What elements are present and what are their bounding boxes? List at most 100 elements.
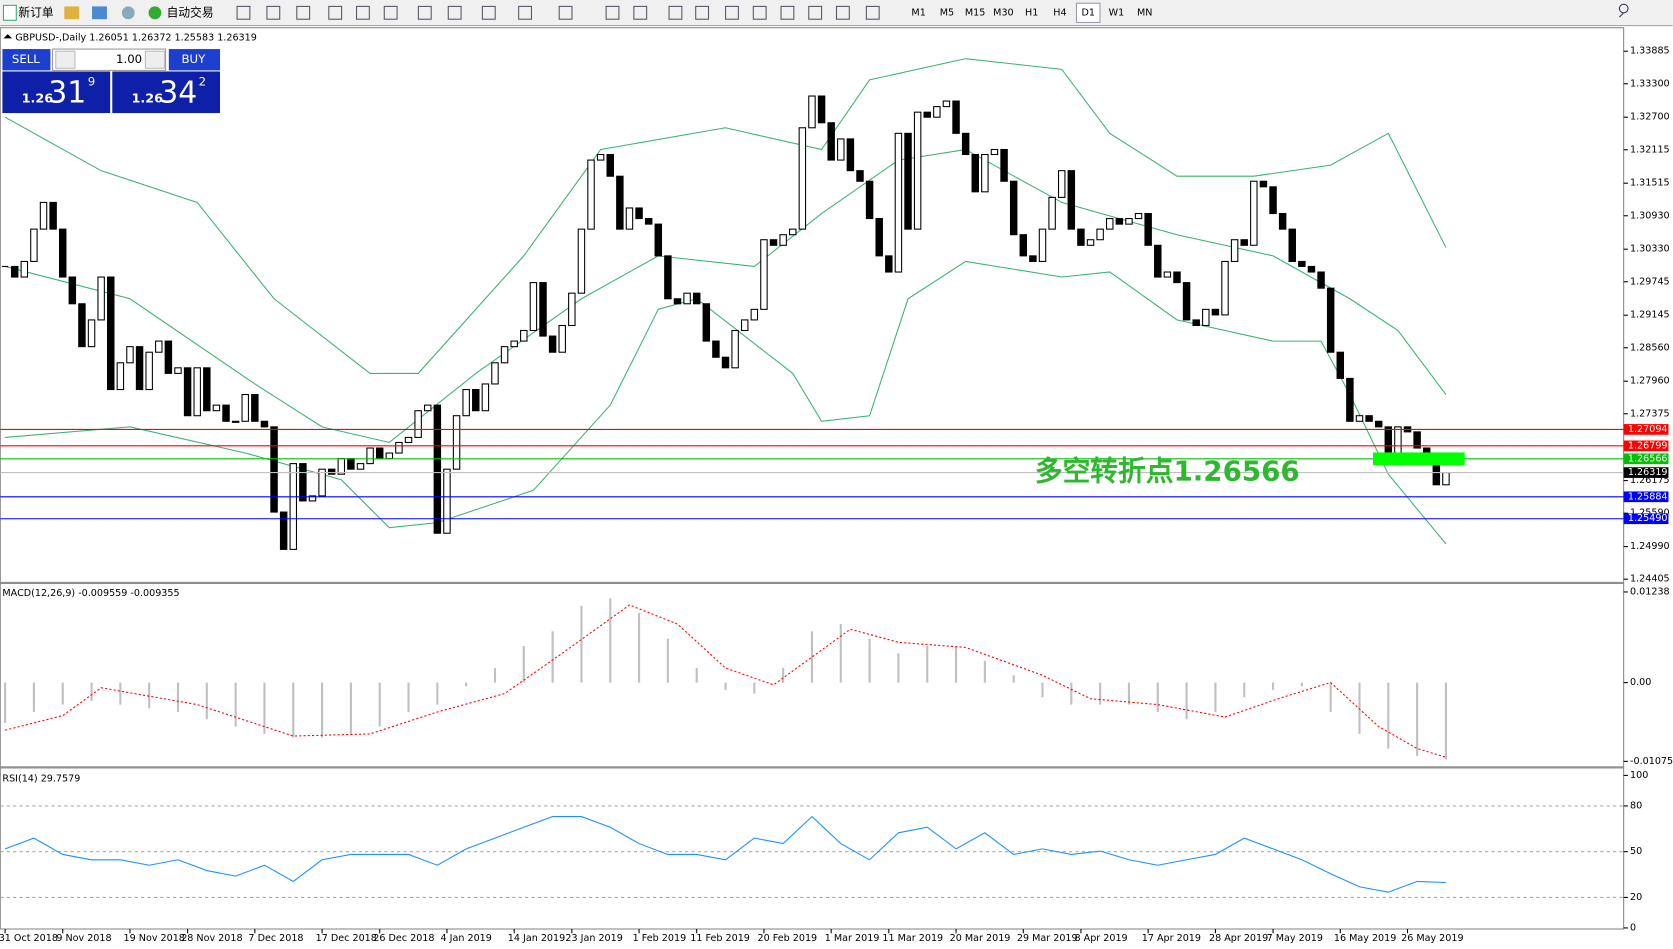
candle — [1096, 228, 1104, 241]
timeframe-button[interactable]: M30 — [993, 7, 1013, 18]
candle — [779, 234, 787, 246]
tool-button[interactable] — [558, 5, 573, 20]
tool-button[interactable] — [865, 5, 880, 20]
y-tick-label: 1.27375 — [1630, 408, 1670, 419]
tool-button[interactable] — [481, 5, 496, 20]
icon[interactable] — [121, 6, 135, 20]
y-tick-label: 1.33300 — [1630, 78, 1670, 89]
x-tick-label: 17 Dec 2018 — [316, 933, 377, 944]
lots-up[interactable] — [144, 50, 166, 69]
y-tick-label: 0.00 — [1630, 677, 1651, 688]
candle — [87, 319, 96, 348]
x-tick-label: 28 Apr 2019 — [1209, 933, 1268, 944]
sell-button[interactable]: SELL — [12, 52, 40, 66]
tool-button[interactable] — [633, 5, 648, 20]
icon[interactable] — [64, 6, 80, 20]
timeframe-button[interactable]: M1 — [911, 7, 925, 18]
x-tick-label: 4 Jan 2019 — [441, 933, 492, 944]
tool-button[interactable] — [752, 5, 767, 20]
candle — [990, 148, 999, 156]
candle — [1442, 472, 1450, 486]
timeframe-button[interactable]: D1 — [1081, 7, 1094, 18]
ask-fraction: 2 — [199, 75, 206, 89]
lots-value[interactable]: 1.00 — [116, 52, 142, 66]
candle — [1355, 415, 1364, 422]
lots-input[interactable] — [52, 48, 167, 71]
tool-button[interactable] — [236, 5, 251, 20]
lots-down[interactable] — [55, 50, 76, 69]
tool-button[interactable] — [356, 5, 370, 20]
candle — [1374, 420, 1383, 428]
candle — [856, 170, 864, 182]
tool-button[interactable] — [383, 5, 398, 20]
candle — [933, 106, 941, 118]
tool-button[interactable] — [296, 5, 311, 20]
candle — [375, 447, 384, 460]
candle — [837, 138, 845, 161]
timeframe-button[interactable]: MN — [1137, 7, 1152, 18]
candle — [1038, 228, 1047, 262]
bollinger-band — [4, 58, 1447, 374]
timeframe-button[interactable]: H1 — [1025, 7, 1038, 18]
candle — [760, 239, 768, 310]
tool-button[interactable] — [695, 5, 710, 20]
new-order-icon[interactable] — [2, 4, 17, 21]
x-tick-label: 1 Mar 2019 — [825, 933, 880, 944]
timeframe-button[interactable]: M5 — [940, 7, 954, 18]
timeframe-button[interactable]: W1 — [1109, 7, 1125, 18]
candle — [1259, 180, 1268, 188]
candle — [39, 201, 48, 230]
candle — [827, 122, 835, 161]
candle — [606, 153, 614, 177]
header-title: GBPUSD-,Daily — [15, 32, 86, 43]
collapse-icon[interactable] — [3, 34, 13, 39]
candle — [548, 335, 557, 353]
candle — [135, 346, 144, 391]
indicator-header: RSI(14) 29.7579 — [2, 773, 80, 784]
buy-button[interactable]: BUY — [181, 52, 206, 66]
ask-box[interactable] — [112, 71, 221, 114]
sell-button-bg[interactable] — [2, 49, 51, 71]
active-timeframe[interactable] — [1075, 2, 1101, 23]
candle — [1278, 213, 1287, 230]
buy-button-bg[interactable] — [168, 49, 221, 71]
candle — [1192, 319, 1200, 327]
candle — [97, 276, 105, 321]
header-value: -0.009355 — [130, 588, 179, 599]
timeframe-button[interactable]: H4 — [1053, 7, 1066, 18]
x-tick-label: 26 Dec 2018 — [373, 933, 434, 944]
candle — [904, 132, 912, 230]
candle — [885, 255, 893, 273]
icon[interactable] — [92, 6, 107, 20]
timeframe-button[interactable]: M15 — [965, 7, 985, 18]
y-tick-label: 1.28560 — [1630, 342, 1670, 353]
candle — [145, 351, 153, 391]
x-tick-label: 14 Jan 2019 — [508, 933, 565, 944]
indicator-header: MACD(12,26,9) -0.009559 -0.009355 — [2, 588, 179, 599]
tool-button[interactable] — [417, 5, 432, 20]
tool-button[interactable] — [835, 5, 850, 20]
bid-box[interactable] — [2, 71, 111, 114]
candle — [20, 260, 29, 278]
header-title: MACD(12,26,9) — [2, 588, 75, 599]
auto-trade-button[interactable]: 自动交易 — [167, 5, 214, 19]
candle — [443, 468, 451, 534]
tool-button[interactable] — [725, 5, 739, 20]
tool-button[interactable] — [605, 5, 620, 20]
auto-trade-icon[interactable] — [148, 6, 162, 20]
new-order-button[interactable]: 新订单 — [18, 5, 53, 19]
tool-button[interactable] — [668, 5, 683, 20]
tool-button[interactable] — [518, 5, 532, 20]
candle — [971, 153, 979, 193]
tool-button[interactable] — [780, 5, 795, 20]
tool-button[interactable] — [328, 5, 343, 20]
tool-button[interactable] — [266, 5, 281, 20]
tool-button[interactable] — [808, 5, 823, 20]
search-icon[interactable] — [1618, 3, 1629, 18]
tool-button[interactable] — [447, 5, 462, 20]
candle — [1250, 180, 1258, 246]
candle — [58, 228, 67, 278]
x-tick-label: 7 May 2019 — [1267, 933, 1323, 944]
candle — [952, 100, 960, 134]
y-tick-label: 0 — [1630, 922, 1636, 933]
